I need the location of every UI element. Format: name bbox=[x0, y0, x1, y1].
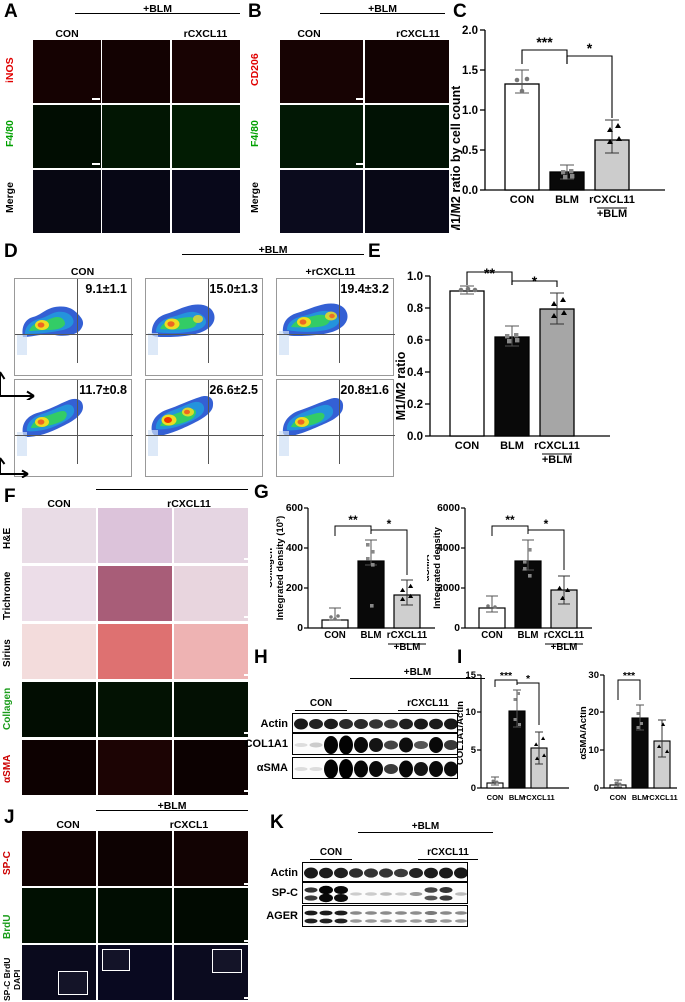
svg-text:30: 30 bbox=[588, 670, 599, 681]
svg-text:0.0: 0.0 bbox=[462, 185, 478, 197]
svg-text:0: 0 bbox=[594, 783, 599, 794]
svg-text:rCXCL11: rCXCL11 bbox=[523, 793, 554, 802]
svg-text:M1/M2 ratio: M1/M2 ratio bbox=[395, 351, 408, 420]
svg-text:Integrated density (10³): Integrated density (10³) bbox=[275, 516, 286, 621]
svg-text:CON: CON bbox=[487, 793, 504, 802]
svg-text:*: * bbox=[387, 517, 392, 531]
svg-text:0.4: 0.4 bbox=[407, 367, 424, 379]
svg-text:CON: CON bbox=[610, 793, 627, 802]
svg-text:CON: CON bbox=[324, 630, 346, 641]
svg-text:*: * bbox=[532, 273, 538, 289]
svg-text:6000: 6000 bbox=[437, 503, 460, 514]
svg-text:1.0: 1.0 bbox=[407, 271, 423, 283]
svg-text:***: *** bbox=[536, 34, 553, 50]
svg-text:rCXCL11: rCXCL11 bbox=[646, 793, 677, 802]
svg-text:600: 600 bbox=[286, 503, 303, 514]
svg-text:*: * bbox=[587, 40, 593, 56]
svg-text:0: 0 bbox=[297, 623, 303, 634]
svg-text:Integrated density: Integrated density bbox=[432, 526, 443, 609]
svg-text:**: ** bbox=[348, 513, 358, 527]
svg-text:5: 5 bbox=[471, 745, 477, 756]
svg-text:BLM: BLM bbox=[518, 630, 539, 641]
svg-text:2.0: 2.0 bbox=[462, 25, 478, 37]
svg-text:0.8: 0.8 bbox=[407, 303, 424, 315]
svg-text:0: 0 bbox=[471, 783, 476, 794]
svg-text:*: * bbox=[544, 517, 549, 531]
svg-text:10: 10 bbox=[588, 745, 599, 756]
svg-text:rCXCL11: rCXCL11 bbox=[534, 440, 580, 452]
svg-text:CON: CON bbox=[481, 630, 503, 641]
svg-text:BLM: BLM bbox=[361, 630, 382, 641]
svg-text:BLM: BLM bbox=[555, 194, 579, 206]
svg-text:0.5: 0.5 bbox=[462, 145, 479, 157]
svg-text:1.5: 1.5 bbox=[462, 65, 479, 77]
svg-text:400: 400 bbox=[286, 543, 303, 554]
svg-text:rCXCL11: rCXCL11 bbox=[589, 194, 635, 206]
svg-text:+BLM: +BLM bbox=[542, 454, 572, 466]
svg-text:20: 20 bbox=[588, 707, 599, 718]
svg-text:rCXCL11: rCXCL11 bbox=[387, 630, 428, 641]
svg-text:1.0: 1.0 bbox=[462, 105, 478, 117]
svg-text:15: 15 bbox=[465, 670, 476, 681]
svg-text:**: ** bbox=[505, 513, 515, 527]
svg-text:0.0: 0.0 bbox=[407, 431, 423, 443]
svg-text:**: ** bbox=[484, 266, 495, 281]
svg-text:COL1A1/Actin: COL1A1/Actin bbox=[457, 701, 466, 765]
svg-text:rCXCL11: rCXCL11 bbox=[544, 630, 585, 641]
svg-text:BLM: BLM bbox=[500, 440, 524, 452]
svg-text:***: *** bbox=[623, 670, 636, 682]
svg-text:+BLM: +BLM bbox=[597, 208, 627, 220]
svg-text:CON: CON bbox=[455, 440, 480, 452]
svg-text:M1/M2 ratio by cell count: M1/M2 ratio by cell count bbox=[450, 85, 463, 230]
svg-text:CON: CON bbox=[510, 194, 535, 206]
svg-text:10: 10 bbox=[465, 707, 476, 718]
svg-text:0.2: 0.2 bbox=[407, 399, 423, 411]
svg-text:0: 0 bbox=[454, 623, 460, 634]
svg-text:***: *** bbox=[500, 670, 513, 682]
svg-text:200: 200 bbox=[286, 583, 303, 594]
svg-text:0.6: 0.6 bbox=[407, 335, 423, 347]
svg-text:αSMA/Actin: αSMA/Actin bbox=[580, 706, 589, 760]
